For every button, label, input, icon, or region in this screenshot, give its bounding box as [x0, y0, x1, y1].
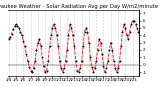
- Title: Milwaukee Weather - Solar Radiation Avg per Day W/m2/minute: Milwaukee Weather - Solar Radiation Avg …: [0, 4, 158, 9]
